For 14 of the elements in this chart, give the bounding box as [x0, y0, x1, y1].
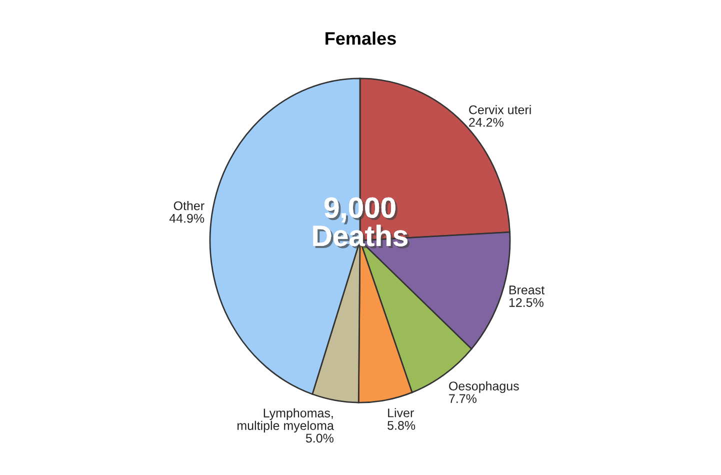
slice-label: Liver	[388, 408, 414, 418]
data-label: 44.9%	[169, 214, 204, 223]
data-label: 12.5%	[509, 298, 544, 307]
slice-label: Lymphomas, multiple myeloma	[238, 408, 334, 432]
slice-label: Breast	[509, 286, 544, 294]
data-label: 5.0%	[306, 434, 334, 443]
data-label: 7.7%	[449, 394, 476, 403]
text: 9,000 Deaths	[313, 197, 410, 248]
data-label: 5.8%	[388, 421, 416, 430]
chart-title: Females	[326, 32, 396, 45]
slice-label: Oesophagus	[449, 381, 519, 393]
data-label: 24.2%	[469, 118, 504, 127]
slice-label: Cervix uteri	[469, 105, 531, 114]
slice-label: Other	[174, 201, 204, 210]
